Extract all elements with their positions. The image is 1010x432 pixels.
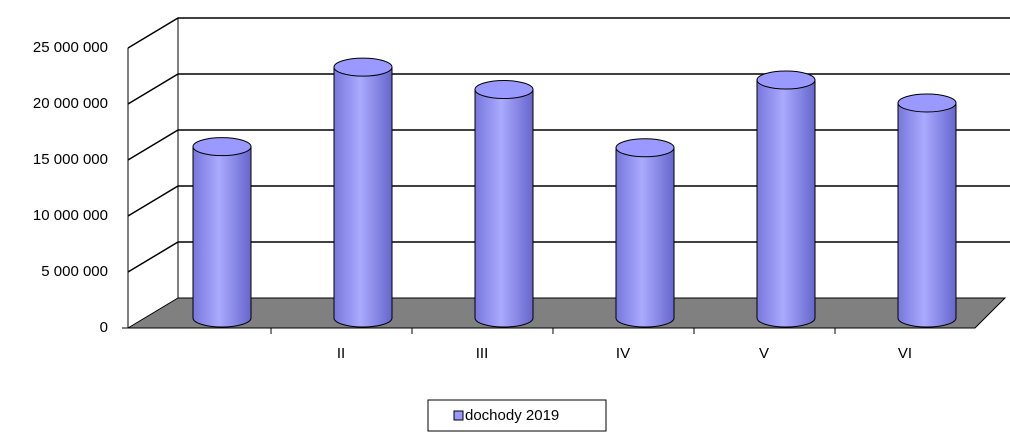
bar — [897, 93, 957, 328]
x-tick-label: VI — [898, 345, 912, 362]
cylinder-body — [897, 102, 957, 328]
cylinder-top — [333, 57, 393, 77]
grid-line — [127, 73, 1010, 105]
grid-line — [127, 17, 1010, 49]
x-tick-label: II — [337, 345, 345, 362]
cylinder-top — [192, 137, 252, 157]
y-tick-label: 15 000 000 — [33, 151, 108, 168]
cylinder-top — [756, 70, 816, 90]
cylinder-body — [333, 66, 393, 328]
y-tick-label: 20 000 000 — [33, 95, 108, 112]
cylinder-body — [474, 89, 534, 328]
cylinder-body — [615, 147, 675, 328]
grid-line — [127, 185, 1010, 217]
bar — [615, 138, 675, 328]
legend-label: dochody 2019 — [465, 407, 559, 424]
grid-line — [127, 241, 1010, 273]
bar — [333, 57, 393, 328]
x-tick-label: V — [759, 345, 769, 362]
x-tick-label: IV — [616, 345, 630, 362]
y-tick-label: 0 — [100, 319, 108, 336]
grid-line — [127, 129, 1010, 161]
cylinder-top — [615, 138, 675, 158]
y-tick-label: 10 000 000 — [33, 207, 108, 224]
bar — [192, 137, 252, 328]
cylinder-body — [192, 146, 252, 328]
legend-swatch — [453, 410, 464, 421]
cylinder-top — [474, 80, 534, 100]
cylinder-top — [897, 93, 957, 113]
bar — [756, 70, 816, 328]
cylinder-body — [756, 79, 816, 328]
x-tick-label: III — [476, 345, 489, 362]
y-tick-label: 25 000 000 — [33, 39, 108, 56]
bar — [474, 80, 534, 328]
y-tick-label: 5 000 000 — [41, 263, 108, 280]
floor — [126, 297, 1007, 329]
